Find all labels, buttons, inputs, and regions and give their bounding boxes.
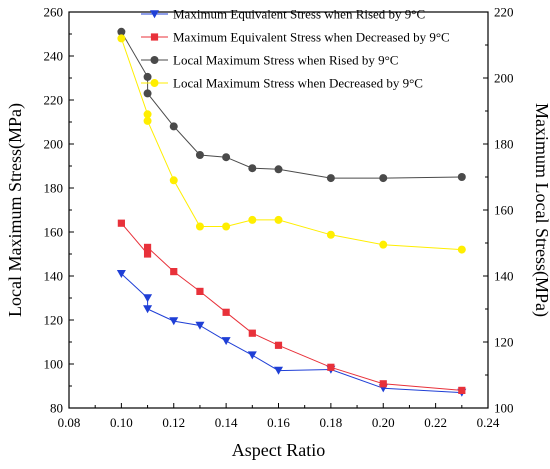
- data-point: [169, 317, 179, 326]
- left-y-axis-title: Local Maximum Stress(MPa): [5, 103, 26, 317]
- data-point: [195, 321, 205, 330]
- data-point: [143, 116, 152, 125]
- y-right-tick-label: 120: [494, 335, 514, 350]
- data-point: [274, 366, 283, 375]
- data-point: [150, 56, 159, 64]
- y-left-tick-label: 120: [44, 313, 64, 328]
- series-line-1: [121, 273, 462, 394]
- legend-label: Maximum Equivalent Stress when Decreased…: [173, 30, 450, 45]
- data-point: [248, 164, 257, 173]
- x-axis-title: Aspect Ratio: [232, 440, 325, 460]
- x-tick-label: 0.18: [320, 415, 343, 430]
- data-point: [150, 10, 159, 19]
- series-line-4: [120, 38, 462, 251]
- data-point: [143, 250, 152, 258]
- data-point: [117, 34, 126, 43]
- data-point: [222, 153, 231, 162]
- data-point: [379, 174, 388, 183]
- y-left-tick-label: 140: [44, 269, 64, 284]
- data-point: [143, 72, 152, 81]
- data-point: [150, 33, 159, 41]
- data-point: [116, 270, 126, 278]
- y-left-tick-label: 180: [44, 181, 64, 196]
- data-point: [143, 243, 152, 251]
- y-left-tick-label: 260: [44, 5, 64, 20]
- legend-label: Local Maximum Stress when Decreased by 9…: [173, 76, 423, 91]
- data-point: [274, 341, 283, 349]
- data-point: [150, 79, 159, 87]
- legend-label: Maximum Equivalent Stress when Rised by …: [173, 7, 425, 22]
- x-tick-label: 0.22: [424, 415, 447, 430]
- data-point: [274, 165, 283, 174]
- data-point: [143, 305, 153, 314]
- data-point: [222, 222, 231, 231]
- x-tick-label: 0.10: [110, 415, 133, 430]
- y-left-tick-label: 100: [44, 357, 64, 372]
- y-right-tick-label: 220: [494, 5, 514, 20]
- data-point: [143, 89, 152, 98]
- series-markers: [116, 27, 467, 397]
- x-tick-label: 0.12: [162, 415, 185, 430]
- y-left-tick-label: 80: [50, 401, 63, 416]
- data-point: [248, 215, 257, 224]
- right-y-axis-title: Maximum Local Stress(MPa): [531, 103, 550, 317]
- data-point: [169, 122, 178, 131]
- data-point: [458, 386, 466, 394]
- x-tick-label: 0.24: [477, 415, 500, 430]
- x-tick-label: 0.14: [215, 415, 238, 430]
- y-right-tick-label: 200: [494, 71, 514, 86]
- data-point: [195, 222, 204, 231]
- y-right-tick-label: 160: [494, 203, 514, 218]
- y-right-tick-label: 100: [494, 401, 514, 416]
- data-point: [117, 27, 126, 36]
- data-point: [379, 380, 387, 388]
- data-point: [169, 176, 178, 185]
- data-point: [247, 351, 257, 360]
- x-tick-label: 0.20: [372, 415, 395, 430]
- y-right-tick-label: 180: [494, 137, 514, 152]
- data-point: [222, 308, 230, 316]
- x-tick-label: 0.08: [58, 415, 81, 430]
- legend-label: Local Maximum Stress when Rised by 9°C: [173, 53, 398, 68]
- data-point: [143, 110, 152, 119]
- x-tick-label: 0.16: [267, 415, 290, 430]
- data-point: [327, 363, 335, 371]
- y-left-tick-label: 220: [44, 93, 64, 108]
- data-point: [248, 329, 256, 337]
- data-point: [274, 215, 283, 224]
- legend: Maximum Equivalent Stress when Rised by …: [141, 7, 450, 91]
- data-point: [457, 245, 466, 254]
- data-point: [195, 151, 204, 159]
- y-right-tick-label: 140: [494, 269, 514, 284]
- axis-ticks: [68, 11, 489, 409]
- data-point: [457, 173, 466, 181]
- series-line-2: [121, 222, 462, 391]
- data-point: [326, 230, 335, 239]
- data-point: [170, 268, 178, 276]
- data-point: [117, 219, 125, 227]
- data-point: [143, 294, 153, 303]
- data-point: [379, 240, 388, 249]
- y-left-tick-label: 160: [44, 225, 64, 240]
- y-left-tick-label: 200: [44, 137, 64, 152]
- y-left-tick-label: 240: [44, 49, 64, 64]
- data-point: [196, 287, 204, 295]
- data-point: [221, 337, 231, 346]
- data-point: [326, 174, 335, 183]
- axis-tick-labels: 0.08 0.10 0.12 0.14 0.16 0.18 0.20 0.22 0.24 80 10…: [44, 5, 514, 431]
